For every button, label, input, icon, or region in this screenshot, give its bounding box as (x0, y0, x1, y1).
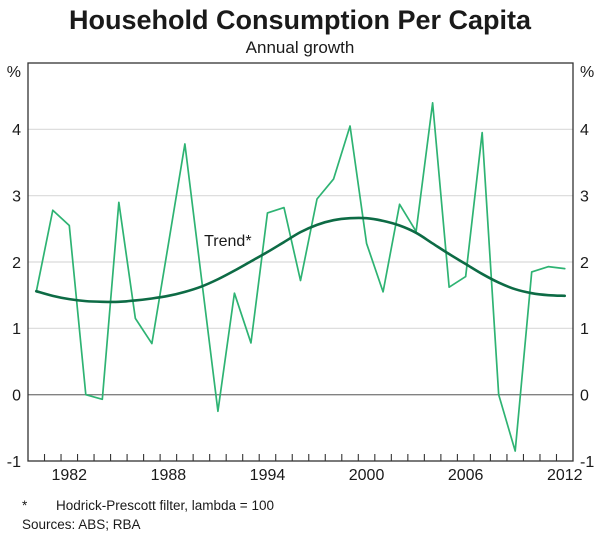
chart-subtitle: Annual growth (245, 38, 355, 57)
footnote-text: Hodrick-Prescott filter, lambda = 100 (56, 498, 274, 513)
y-axis-label-left: -1 (7, 454, 21, 471)
annual-growth-line (35, 101, 566, 452)
footnote: * Hodrick-Prescott filter, lambda = 100 (22, 498, 274, 513)
footnote-marker: * (22, 498, 28, 513)
x-axis-label: 1982 (51, 467, 87, 484)
y-axis-unit-left: % (7, 64, 21, 81)
plot-border (27, 62, 574, 462)
y-axis-label-right: 0 (580, 387, 589, 404)
y-axis-label-right: 3 (580, 188, 589, 205)
x-axis-label: 2006 (448, 467, 484, 484)
y-axis-label-left: 2 (12, 255, 21, 272)
y-axis-label-left: 0 (12, 387, 21, 404)
y-axis-label-left: 1 (12, 321, 21, 338)
sources-line: Sources: ABS; RBA (22, 517, 141, 532)
y-axis-label-left: 3 (12, 188, 21, 205)
chart-area: -1 -1 0 0 1 1 2 2 3 3 4 4% % 1982 1988 1994 2000 2006 2012… (7, 62, 594, 484)
trend-line (34, 216, 567, 304)
y-axis-label-right: 4 (580, 122, 589, 139)
y-axis-label-right: 2 (580, 255, 589, 272)
x-axis-label: 2012 (547, 467, 583, 484)
x-axis-label: 2000 (349, 467, 385, 484)
x-axis-label: 1994 (250, 467, 286, 484)
y-axis-label-left: 4 (12, 122, 21, 139)
y-axis-unit-right: % (580, 64, 594, 81)
chart-title: Household Consumption Per Capita (68, 5, 532, 35)
y-axis-label-right: 1 (580, 321, 589, 338)
trend-annotation: Trend* (204, 233, 251, 250)
y-axis-label-right: -1 (580, 454, 594, 471)
x-axis-label: 1988 (151, 467, 187, 484)
